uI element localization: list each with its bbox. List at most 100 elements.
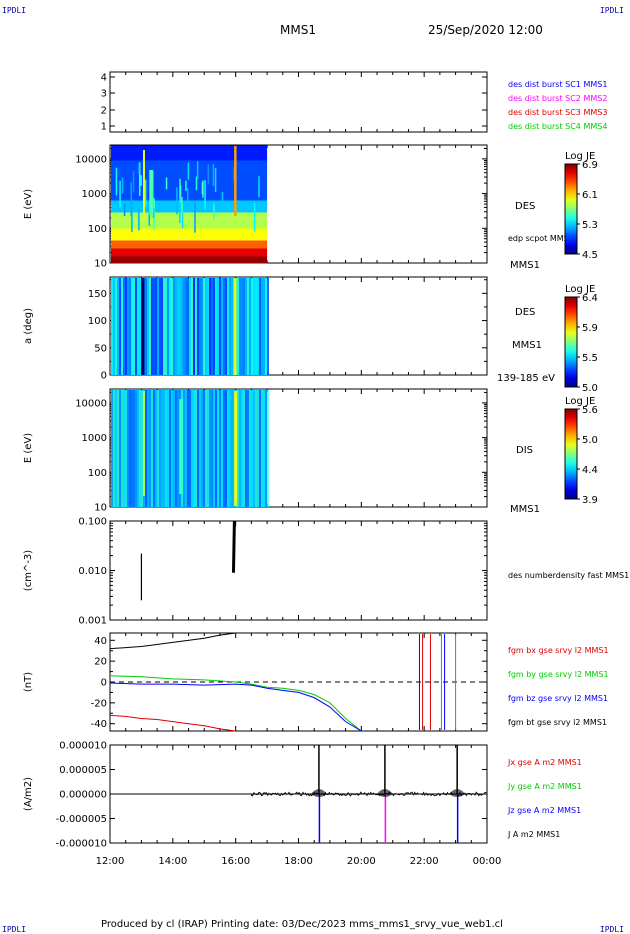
des-energy-streak (179, 201, 181, 224)
des-energy-streak (201, 182, 204, 195)
colorbar-tick-label: 4.5 (582, 250, 598, 261)
des-pitch-column (243, 278, 245, 375)
des-pitch-sublabel: MMS1 (512, 340, 542, 351)
des-energy-streak (181, 196, 183, 216)
des-pitch-energy-range: 139-185 eV (497, 373, 555, 384)
des-energy-streak (179, 178, 181, 203)
des-pitch-column (233, 278, 235, 375)
des-pitch-column (239, 278, 241, 375)
burst-ytick-label: 3 (101, 89, 107, 100)
des-pitch-column (129, 278, 131, 375)
dis-energy-ytick-label: 1000 (82, 433, 107, 444)
density-ytick-label: 0.010 (78, 566, 107, 577)
fgm-legend-item: fgm by gse srvy l2 MMS1 (508, 670, 609, 679)
dis-energy-column (163, 390, 165, 507)
fgm-series-2 (109, 682, 362, 732)
des-pitch-column (213, 278, 215, 375)
des-energy-streak (138, 209, 140, 231)
des-pitch-column (267, 278, 269, 375)
des-pitch-column (159, 278, 161, 375)
des-energy-streak (195, 176, 198, 191)
des-pitch-column (201, 278, 203, 375)
des-pitch-column (245, 278, 247, 375)
des-pitch-column (125, 278, 127, 375)
dis-energy-column (171, 390, 173, 507)
colorbar-3 (564, 408, 578, 500)
des-pitch-column (251, 278, 253, 375)
des-energy-streak (149, 170, 154, 215)
des-pitch-column (145, 278, 147, 375)
fgm-ytick-label: -20 (91, 698, 107, 709)
des-energy-streak (253, 203, 256, 232)
des-energy-streak (187, 188, 189, 201)
colorbar-tick-label: 5.9 (582, 323, 598, 334)
current-ytick-label: -0.000010 (56, 839, 107, 850)
des-pitch-column (179, 278, 181, 375)
dis-energy-column (165, 390, 167, 507)
des-energy-ytick-label: 100 (88, 224, 107, 235)
dis-energy-column (227, 390, 229, 507)
dis-energy-column (239, 390, 241, 507)
des-pitch-column (257, 278, 259, 375)
des-pitch-ylabel: a (deg) (23, 308, 34, 344)
current-ylabel: (A/m2) (23, 777, 34, 811)
des-pitch-column (169, 278, 171, 375)
current-burst (376, 789, 393, 797)
current-ytick-label: 0.000000 (59, 790, 107, 801)
burst-ytick-label: 4 (101, 73, 107, 84)
dis-energy-column (173, 390, 175, 507)
burst-ytick-label: 1 (101, 122, 107, 133)
des-pitch-column (265, 278, 267, 375)
x-tick-label: 12:00 (96, 856, 125, 867)
dis-energy-column (255, 390, 257, 507)
dis-energy-column (191, 390, 193, 507)
des-pitch-ytick-label: 150 (88, 289, 107, 300)
dis-energy-column (137, 390, 139, 507)
dis-energy-column (245, 390, 247, 507)
x-tick-label: 22:00 (410, 856, 439, 867)
des-pitch-ytick-label: 100 (88, 316, 107, 327)
dis-energy-column (111, 390, 113, 507)
des-energy-streak (258, 176, 260, 198)
dis-energy-column (257, 390, 259, 507)
density-legend-item: des numberdensity fast MMS1 (508, 571, 629, 580)
des-energy-streak (123, 204, 126, 217)
fgm-ytick-label: -40 (91, 719, 107, 730)
burst-legend-item: des dist burst SC1 MMS1 (508, 80, 607, 89)
burst-ytick-label: 2 (101, 106, 107, 117)
des-energy-band (111, 228, 268, 241)
des-pitch-streak (234, 278, 237, 375)
dis-energy-column (183, 390, 185, 507)
des-pitch-column (123, 278, 125, 375)
des-pitch-column (139, 278, 141, 375)
fgm-ytick-label: 0 (101, 678, 107, 689)
density-ytick-label: 0.100 (78, 517, 107, 528)
des-energy-streak (130, 182, 132, 217)
dis-energy-column (141, 390, 143, 507)
des-pitch-column (227, 278, 229, 375)
des-pitch-column (111, 278, 113, 375)
x-tick-label: 18:00 (284, 856, 313, 867)
fgm-legend-item: fgm bz gse srvy l2 MMS1 (508, 694, 608, 703)
des-pitch-column (223, 278, 225, 375)
des-energy-band (111, 240, 268, 249)
dis-energy-column (145, 390, 147, 507)
des-pitch-column (225, 278, 227, 375)
fgm-ytick-label: 40 (94, 636, 107, 647)
dis-energy-streak (142, 391, 145, 496)
dis-energy-column (237, 390, 239, 507)
des-pitch-column (229, 278, 231, 375)
des-pitch-column (207, 278, 209, 375)
des-energy-overlay-label: edp scpot MMS1 (508, 234, 574, 243)
des-pitch-column (241, 278, 243, 375)
des-pitch-column (115, 278, 117, 375)
des-pitch-column (163, 278, 165, 375)
dis-energy-column (155, 390, 157, 507)
des-pitch-column (157, 278, 159, 375)
dis-energy-column (129, 390, 131, 507)
des-pitch-column (261, 278, 263, 375)
dis-energy-label: DIS (516, 445, 533, 456)
dis-energy-column (117, 390, 119, 507)
des-pitch-column (113, 278, 115, 375)
dis-energy-column (263, 390, 265, 507)
